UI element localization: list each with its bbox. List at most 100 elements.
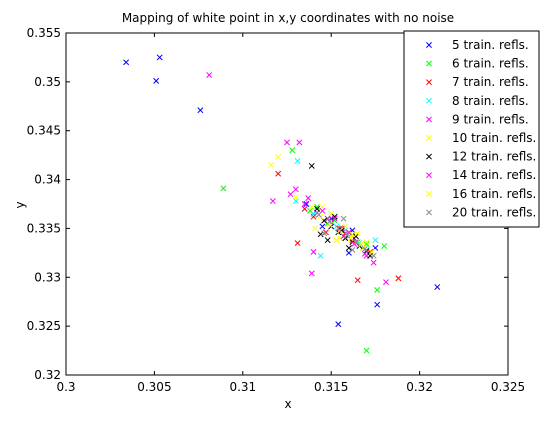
data-point <box>331 215 338 222</box>
data-point <box>363 347 370 354</box>
y-axis-label: y <box>13 201 27 208</box>
legend-label: 5 train. refls. <box>452 38 529 52</box>
data-point <box>352 239 359 246</box>
x-tick-label: 0.3 <box>56 380 75 394</box>
data-point <box>354 230 361 237</box>
legend-marker <box>426 135 432 141</box>
data-point <box>292 186 299 193</box>
data-point <box>294 240 301 247</box>
data-point <box>354 277 361 284</box>
data-point <box>310 210 317 217</box>
x-tick-label: 0.31 <box>229 380 256 394</box>
data-point <box>349 231 356 238</box>
data-point <box>352 233 359 240</box>
data-point <box>340 233 347 240</box>
data-point <box>345 229 352 236</box>
data-point <box>301 205 308 212</box>
data-point <box>361 245 368 252</box>
data-point <box>317 231 324 238</box>
data-point <box>370 252 377 259</box>
data-point <box>123 59 130 66</box>
data-point <box>326 218 333 225</box>
y-tick-label: 0.33 <box>34 270 61 284</box>
y-tick-label: 0.34 <box>34 173 61 187</box>
data-point <box>322 229 329 236</box>
plot-area: 0.3 0.305 0.31 0.315 0.32 0.325 0.32 0.325 0.33 0… <box>27 26 526 394</box>
x-axis-label: x <box>284 397 291 411</box>
data-point <box>333 237 340 244</box>
data-point <box>358 241 365 248</box>
data-point <box>310 248 317 255</box>
data-point <box>338 227 345 234</box>
data-point <box>296 139 303 146</box>
data-point <box>324 237 331 244</box>
data-point <box>284 139 290 146</box>
legend-label: 9 train. refls. <box>452 112 529 126</box>
data-point <box>317 252 324 259</box>
data-point <box>156 54 163 61</box>
data-point <box>308 203 315 210</box>
data-point <box>268 161 275 168</box>
data-point <box>220 185 227 192</box>
data-point <box>314 205 321 212</box>
data-point <box>344 232 351 239</box>
series-6 <box>268 161 370 251</box>
data-point <box>319 223 326 230</box>
data-point <box>331 213 338 220</box>
y-tick-label: 0.35 <box>34 75 61 89</box>
y-tick-label: 0.355 <box>27 26 61 40</box>
legend-label: 16 train. refls. <box>452 187 536 201</box>
data-point <box>363 246 370 253</box>
legend-marker <box>426 172 432 179</box>
data-point <box>269 198 276 205</box>
data-point <box>368 248 375 255</box>
y-tick-label: 0.32 <box>34 368 61 382</box>
data-point <box>321 230 328 237</box>
chart-legend: 5 train. refls. 6 train. refls. 7 train. r… <box>403 30 540 228</box>
legend-box <box>403 30 540 228</box>
data-point <box>363 239 370 246</box>
y-tick-label: 0.325 <box>27 319 61 333</box>
legend-label: 6 train. refls. <box>452 57 529 71</box>
legend-label: 20 train. refls. <box>452 205 536 219</box>
x-tick-label: 0.325 <box>491 380 525 394</box>
y-tick-label: 0.335 <box>27 221 61 235</box>
data-point <box>197 107 204 114</box>
data-point <box>395 275 402 282</box>
chart-title: Mapping of white point in x,y coordinate… <box>122 11 454 25</box>
x-tick-label: 0.32 <box>406 380 433 394</box>
data-point <box>275 154 282 161</box>
legend-marker <box>426 116 432 123</box>
legend-label: 14 train. refls. <box>452 168 536 182</box>
data-point <box>383 279 389 286</box>
data-point <box>287 191 294 198</box>
data-point <box>335 321 342 328</box>
x-tick-label: 0.305 <box>137 380 171 394</box>
data-point <box>337 235 343 242</box>
data-point <box>305 195 312 202</box>
data-point <box>292 194 299 201</box>
data-point <box>289 147 296 154</box>
data-point <box>275 170 282 177</box>
legend-label: 8 train. refls. <box>452 94 529 108</box>
data-point <box>206 72 213 78</box>
x-tick-label: 0.315 <box>314 380 348 394</box>
data-point <box>314 203 321 210</box>
data-point <box>374 301 381 308</box>
legend-marker <box>426 60 432 67</box>
data-point <box>153 77 160 84</box>
data-point <box>308 162 315 169</box>
data-point <box>340 215 347 222</box>
data-point <box>312 225 319 232</box>
data-point <box>301 201 308 207</box>
legend-marker <box>426 42 432 48</box>
legend-marker <box>426 79 432 86</box>
data-point <box>372 237 379 244</box>
data-point <box>308 270 315 277</box>
data-point <box>381 243 388 249</box>
data-point <box>434 284 441 291</box>
y-tick-label: 0.345 <box>27 124 61 138</box>
legend-label: 10 train. refls. <box>452 131 536 145</box>
